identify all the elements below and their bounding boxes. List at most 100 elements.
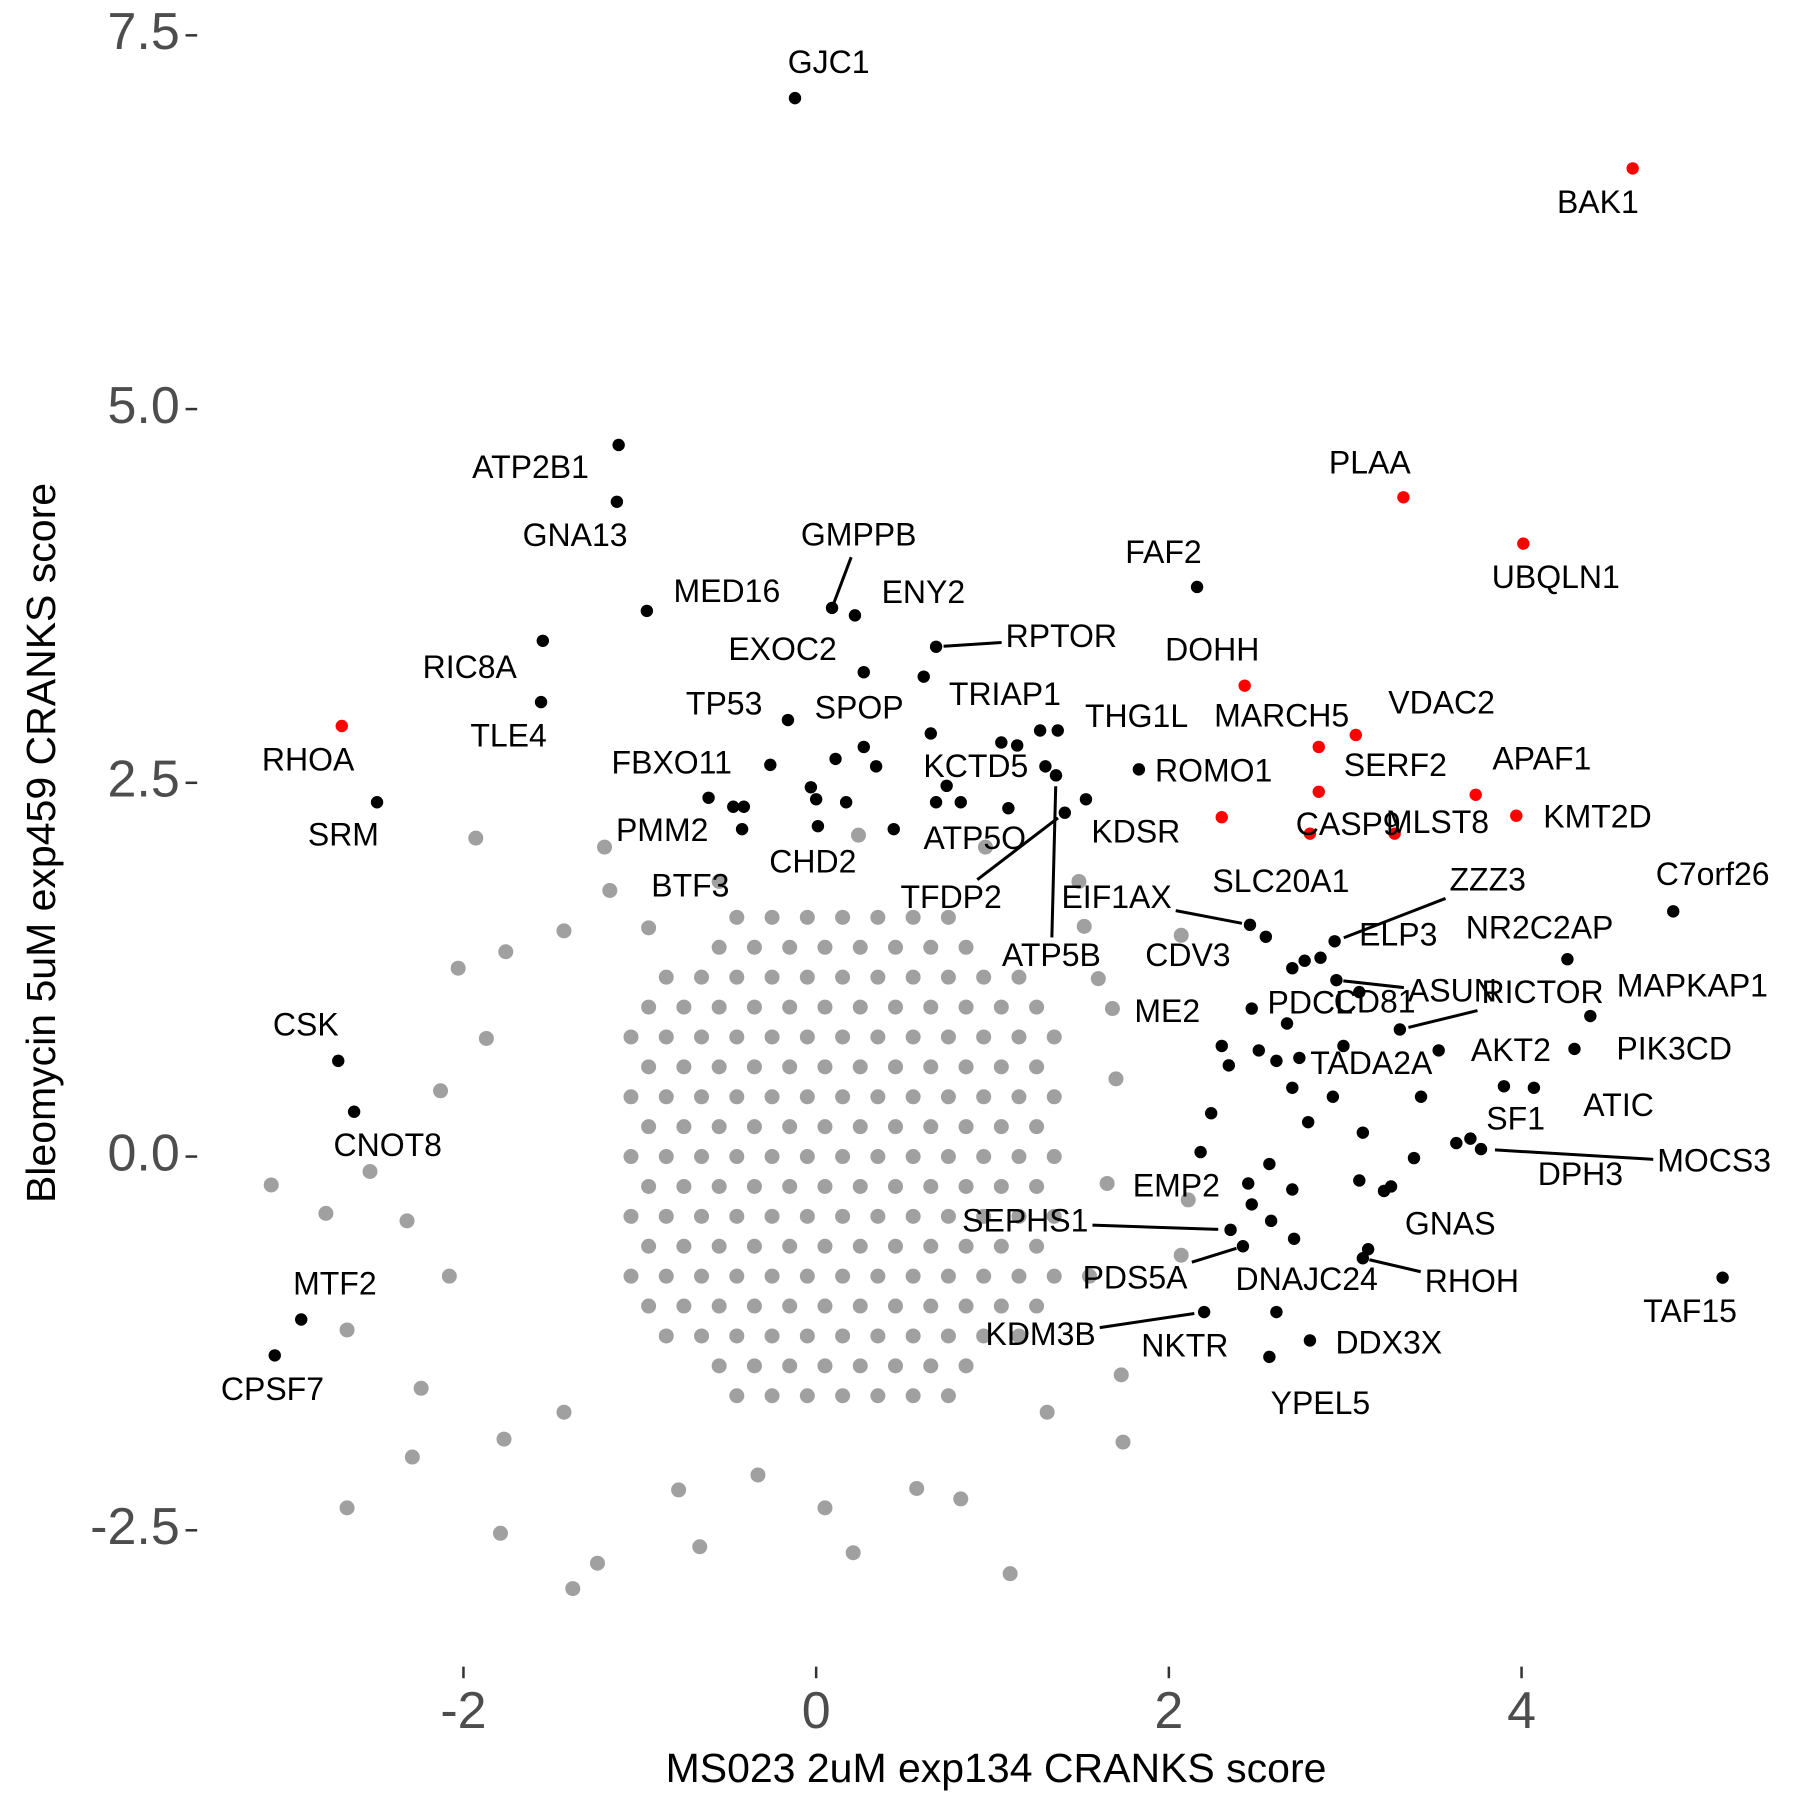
background-point xyxy=(694,1268,710,1284)
background-point xyxy=(694,969,710,985)
background-point xyxy=(817,1059,833,1075)
background-point xyxy=(1011,1029,1027,1045)
background-point xyxy=(870,1388,886,1404)
highlight-point xyxy=(737,800,751,813)
highlight-point xyxy=(1287,1232,1301,1245)
highlight-point xyxy=(1397,491,1410,504)
background-point xyxy=(953,1491,969,1507)
highlight-point xyxy=(1243,918,1257,932)
highlight-point xyxy=(1224,1223,1237,1237)
background-point xyxy=(888,1119,904,1135)
point-label: PMM2 xyxy=(616,812,708,848)
highlight-point xyxy=(1356,1252,1370,1265)
background-point xyxy=(602,882,618,898)
point-label: TADA2A xyxy=(1310,1045,1433,1081)
highlight-point xyxy=(1667,905,1680,918)
background-point xyxy=(746,999,762,1015)
background-point xyxy=(362,1164,378,1180)
highlight-point xyxy=(332,1054,345,1068)
point-label: TAF15 xyxy=(1643,1293,1737,1329)
point-label: RHOH xyxy=(1425,1263,1519,1299)
background-point xyxy=(764,1208,780,1224)
highlight-point xyxy=(702,791,715,804)
background-point xyxy=(799,1208,815,1224)
background-point xyxy=(1046,1149,1062,1165)
x-tick-label: -2 xyxy=(440,1682,486,1740)
highlight-point xyxy=(727,800,740,813)
background-point xyxy=(623,1208,639,1224)
highlight-point xyxy=(825,601,839,615)
background-point xyxy=(1108,1071,1124,1087)
background-point xyxy=(905,1328,921,1344)
background-point xyxy=(694,1208,710,1224)
background-point xyxy=(940,1328,956,1344)
point-label: UBQLN1 xyxy=(1492,559,1620,595)
background-point xyxy=(923,1178,939,1194)
background-point xyxy=(676,1238,692,1254)
highlight-point xyxy=(1312,740,1325,754)
point-label: PDS5A xyxy=(1083,1259,1189,1295)
background-point xyxy=(729,1328,745,1344)
highlight-point xyxy=(1356,1126,1370,1139)
background-point xyxy=(799,1388,815,1404)
background-point xyxy=(1046,1268,1062,1284)
background-point xyxy=(676,999,692,1015)
background-point xyxy=(817,939,833,955)
point-label: AKT2 xyxy=(1471,1032,1551,1068)
y-axis-title: Bleomycin 5uM exp459 CRANKS score xyxy=(18,483,64,1203)
background-point xyxy=(711,999,727,1015)
highlight-point xyxy=(1561,953,1574,966)
background-point xyxy=(817,1298,833,1314)
background-point xyxy=(318,1205,334,1221)
highlight-point xyxy=(534,695,548,709)
y-tick-label: -2.5 xyxy=(90,1498,180,1556)
background-point xyxy=(764,1388,780,1404)
point-label: ATP5B xyxy=(1002,937,1101,973)
background-point xyxy=(870,909,886,925)
background-point xyxy=(909,1480,925,1496)
label-connector xyxy=(1050,786,1058,938)
highlight-point xyxy=(1286,1081,1299,1094)
background-point xyxy=(782,1238,798,1254)
point-label: PLAA xyxy=(1329,444,1411,480)
background-point xyxy=(993,999,1009,1015)
highlight-point xyxy=(1215,811,1228,824)
point-label: SLC20A1 xyxy=(1212,863,1349,899)
highlight-point xyxy=(1432,1044,1445,1057)
background-point xyxy=(852,1238,868,1254)
point-label: MED16 xyxy=(674,573,781,609)
background-point xyxy=(845,1545,861,1561)
background-point xyxy=(1046,1208,1062,1224)
highlight-point xyxy=(857,740,870,754)
point-label: MLST8 xyxy=(1386,804,1489,840)
background-point xyxy=(870,1328,886,1344)
point-label: PDCL xyxy=(1268,984,1353,1020)
background-point xyxy=(746,1238,762,1254)
highlight-point xyxy=(1286,961,1299,975)
background-point xyxy=(676,1059,692,1075)
highlight-point xyxy=(1469,788,1482,801)
background-point xyxy=(976,1268,992,1284)
background-point xyxy=(729,1089,745,1105)
highlight-point xyxy=(1197,1305,1211,1319)
background-point xyxy=(641,1298,657,1314)
background-point xyxy=(923,1238,939,1254)
background-point xyxy=(923,1298,939,1314)
background-point xyxy=(1090,971,1106,987)
background-point xyxy=(870,1089,886,1105)
background-point xyxy=(993,1119,1009,1135)
point-label: KCTD5 xyxy=(923,748,1028,784)
point-label: EXOC2 xyxy=(728,631,836,667)
background-point xyxy=(641,1119,657,1135)
point-label: C7orf26 xyxy=(1656,856,1770,892)
background-point xyxy=(263,1177,279,1193)
background-point xyxy=(799,1089,815,1105)
x-tick-label: 4 xyxy=(1507,1682,1536,1740)
background-point xyxy=(958,1059,974,1075)
background-point xyxy=(1081,1268,1097,1284)
point-label: TFDP2 xyxy=(900,879,1001,915)
background-point xyxy=(1011,1208,1027,1224)
y-tick-label: 7.5 xyxy=(107,3,179,61)
background-point xyxy=(729,1388,745,1404)
background-point xyxy=(496,1431,512,1447)
